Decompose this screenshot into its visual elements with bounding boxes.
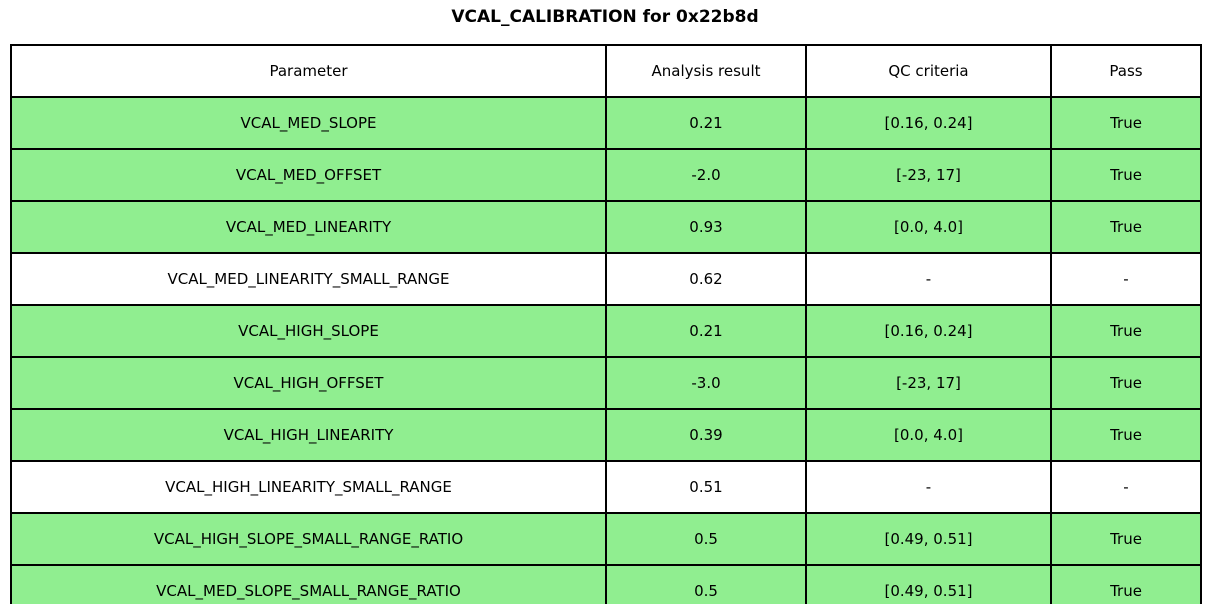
- table-row: VCAL_MED_OFFSET -2.0 [-23, 17] True: [10, 148, 1202, 202]
- cell-qc-criteria: [0.49, 0.51]: [805, 564, 1052, 604]
- cell-analysis-result: 0.39: [605, 408, 807, 462]
- header-analysis-result: Analysis result: [605, 44, 807, 98]
- table-row: VCAL_MED_LINEARITY_SMALL_RANGE 0.62 - -: [10, 252, 1202, 306]
- table-row: VCAL_HIGH_OFFSET -3.0 [-23, 17] True: [10, 356, 1202, 410]
- cell-qc-criteria: -: [805, 252, 1052, 306]
- table-row: VCAL_MED_SLOPE 0.21 [0.16, 0.24] True: [10, 96, 1202, 150]
- cell-analysis-result: -3.0: [605, 356, 807, 410]
- cell-analysis-result: 0.21: [605, 96, 807, 150]
- cell-analysis-result: 0.5: [605, 564, 807, 604]
- cell-qc-criteria: [-23, 17]: [805, 148, 1052, 202]
- cell-pass: True: [1050, 408, 1202, 462]
- cell-pass: True: [1050, 304, 1202, 358]
- table-row: VCAL_MED_SLOPE_SMALL_RANGE_RATIO 0.5 [0.…: [10, 564, 1202, 604]
- table-body: VCAL_MED_SLOPE 0.21 [0.16, 0.24] True VC…: [10, 96, 1202, 604]
- cell-analysis-result: 0.62: [605, 252, 807, 306]
- figure-title: VCAL_CALIBRATION for 0x22b8d: [451, 7, 759, 27]
- cell-parameter: VCAL_HIGH_OFFSET: [10, 356, 607, 410]
- cell-analysis-result: 0.93: [605, 200, 807, 254]
- cell-pass: -: [1050, 460, 1202, 514]
- cell-analysis-result: -2.0: [605, 148, 807, 202]
- table-row: VCAL_HIGH_LINEARITY_SMALL_RANGE 0.51 - -: [10, 460, 1202, 514]
- cell-parameter: VCAL_MED_LINEARITY_SMALL_RANGE: [10, 252, 607, 306]
- cell-pass: -: [1050, 252, 1202, 306]
- cell-pass: True: [1050, 356, 1202, 410]
- qc-table: Parameter Analysis result QC criteria Pa…: [10, 44, 1202, 604]
- table-row: VCAL_HIGH_SLOPE_SMALL_RANGE_RATIO 0.5 [0…: [10, 512, 1202, 566]
- cell-qc-criteria: [0.49, 0.51]: [805, 512, 1052, 566]
- cell-pass: True: [1050, 512, 1202, 566]
- cell-parameter: VCAL_MED_SLOPE_SMALL_RANGE_RATIO: [10, 564, 607, 604]
- cell-qc-criteria: [-23, 17]: [805, 356, 1052, 410]
- cell-analysis-result: 0.5: [605, 512, 807, 566]
- cell-parameter: VCAL_HIGH_LINEARITY: [10, 408, 607, 462]
- table-row: VCAL_HIGH_LINEARITY 0.39 [0.0, 4.0] True: [10, 408, 1202, 462]
- header-parameter: Parameter: [10, 44, 607, 98]
- cell-parameter: VCAL_MED_SLOPE: [10, 96, 607, 150]
- table-row: VCAL_HIGH_SLOPE 0.21 [0.16, 0.24] True: [10, 304, 1202, 358]
- cell-pass: True: [1050, 564, 1202, 604]
- cell-parameter: VCAL_HIGH_SLOPE: [10, 304, 607, 358]
- header-pass: Pass: [1050, 44, 1202, 98]
- cell-parameter: VCAL_HIGH_LINEARITY_SMALL_RANGE: [10, 460, 607, 514]
- header-row: Parameter Analysis result QC criteria Pa…: [10, 44, 1202, 98]
- cell-parameter: VCAL_HIGH_SLOPE_SMALL_RANGE_RATIO: [10, 512, 607, 566]
- header-qc-criteria: QC criteria: [805, 44, 1052, 98]
- cell-qc-criteria: [0.0, 4.0]: [805, 408, 1052, 462]
- cell-analysis-result: 0.21: [605, 304, 807, 358]
- cell-qc-criteria: [0.0, 4.0]: [805, 200, 1052, 254]
- cell-parameter: VCAL_MED_LINEARITY: [10, 200, 607, 254]
- cell-qc-criteria: [0.16, 0.24]: [805, 304, 1052, 358]
- cell-pass: True: [1050, 148, 1202, 202]
- cell-qc-criteria: -: [805, 460, 1052, 514]
- table-row: VCAL_MED_LINEARITY 0.93 [0.0, 4.0] True: [10, 200, 1202, 254]
- cell-pass: True: [1050, 200, 1202, 254]
- cell-pass: True: [1050, 96, 1202, 150]
- cell-parameter: VCAL_MED_OFFSET: [10, 148, 607, 202]
- cell-qc-criteria: [0.16, 0.24]: [805, 96, 1052, 150]
- cell-analysis-result: 0.51: [605, 460, 807, 514]
